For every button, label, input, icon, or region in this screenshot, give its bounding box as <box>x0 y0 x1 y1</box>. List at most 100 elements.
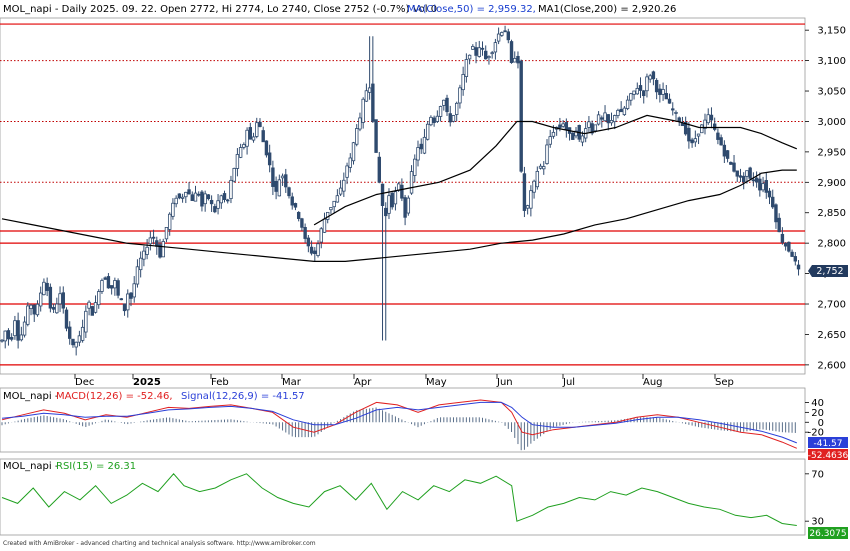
price-levels <box>0 23 805 366</box>
macd-value-tag: -52.4636 <box>808 449 849 461</box>
x-tick-label: May <box>426 377 447 388</box>
candle <box>458 84 462 109</box>
ma200-header-label: MA1(Close,200) = 2,920.26 <box>538 4 676 15</box>
candle <box>390 192 394 210</box>
candle <box>561 120 565 128</box>
x-tick-label: Jul <box>562 377 575 388</box>
candle <box>529 185 533 217</box>
candle <box>380 183 385 341</box>
candle <box>761 176 765 193</box>
candle <box>367 36 372 100</box>
candle <box>193 185 198 202</box>
candle <box>55 297 59 314</box>
rsi-y-axis: 70 30 <box>805 469 824 528</box>
candle <box>600 115 604 128</box>
x-tick-label: Jun <box>496 377 513 388</box>
candle <box>667 93 672 104</box>
candle <box>384 202 388 341</box>
candle <box>525 204 530 215</box>
candle <box>422 128 427 155</box>
candle <box>71 338 75 348</box>
candle <box>409 165 414 195</box>
candle <box>167 212 172 236</box>
candle <box>532 179 536 199</box>
candle <box>251 132 256 143</box>
candle <box>545 139 549 165</box>
ma200-line <box>1 169 797 262</box>
candle <box>793 251 798 266</box>
candle <box>519 59 523 173</box>
candle <box>284 168 288 193</box>
candle <box>693 130 698 147</box>
x-tick-label: 2025 <box>133 377 161 388</box>
candle <box>258 118 262 128</box>
candle <box>306 235 311 253</box>
candle <box>429 115 433 127</box>
rsi-header-label: RSI(15) = 26.31 <box>56 461 136 472</box>
candle <box>774 203 778 229</box>
rsi-line <box>1 473 797 526</box>
candle <box>129 292 133 307</box>
y-tick-label: 20 <box>811 408 824 419</box>
candle <box>700 124 704 134</box>
x-tick-label: Mar <box>282 377 302 388</box>
candle <box>596 111 601 126</box>
candle <box>587 116 591 133</box>
y-tick-label: 3,000 <box>817 117 846 128</box>
candle <box>116 278 120 299</box>
candle <box>64 307 69 332</box>
candle <box>496 27 501 45</box>
candle <box>45 277 49 297</box>
candle <box>435 110 440 124</box>
price-x-axis: Dec 2025 Feb Mar Apr May Jun Jul Aug Sep <box>74 374 734 388</box>
ma50-header-label: MA(Close,50) = 2,959.32, <box>407 4 536 15</box>
rsi-header-prefix: MOL_napi - <box>3 461 59 472</box>
candle <box>493 38 498 60</box>
y-tick-label: 2,700 <box>817 300 846 311</box>
candle <box>387 188 391 220</box>
signal-header-label: Signal(12,26,9) = -41.57 <box>181 391 305 402</box>
candle <box>219 194 223 209</box>
macd-header-prefix: MOL_napi - <box>3 391 59 402</box>
candle <box>516 51 520 69</box>
candle <box>319 227 323 249</box>
ma50-line <box>313 114 798 226</box>
candle <box>77 330 82 347</box>
candle <box>783 242 788 251</box>
candle <box>87 300 91 316</box>
price-grid <box>0 60 805 183</box>
candle <box>474 41 478 64</box>
candle <box>619 101 623 113</box>
candle <box>61 286 65 314</box>
rsi-value-tag: 26.3075 <box>808 527 848 539</box>
candle <box>690 137 694 148</box>
candle <box>238 143 243 159</box>
candle <box>509 39 514 64</box>
candle <box>271 160 275 196</box>
candle <box>293 202 298 211</box>
x-tick-label: Feb <box>211 377 229 388</box>
candle <box>787 241 791 253</box>
candle <box>138 251 143 278</box>
candle <box>103 276 107 280</box>
candle <box>48 283 53 313</box>
candle <box>261 126 265 143</box>
candle <box>571 132 575 140</box>
candle <box>438 105 443 122</box>
rsi-panel-frame <box>0 458 806 536</box>
candle <box>106 273 111 289</box>
candle <box>613 114 617 130</box>
signal-value-label: -41.57 <box>813 439 842 449</box>
y-tick-label: 2,950 <box>817 147 846 158</box>
candle <box>296 211 301 222</box>
candle <box>274 176 278 200</box>
candle <box>477 40 481 58</box>
candle <box>729 161 733 165</box>
candle <box>80 319 85 343</box>
candle <box>248 122 253 140</box>
candle <box>145 238 149 260</box>
candle <box>148 231 153 251</box>
candle <box>126 289 130 318</box>
candle <box>629 92 633 106</box>
